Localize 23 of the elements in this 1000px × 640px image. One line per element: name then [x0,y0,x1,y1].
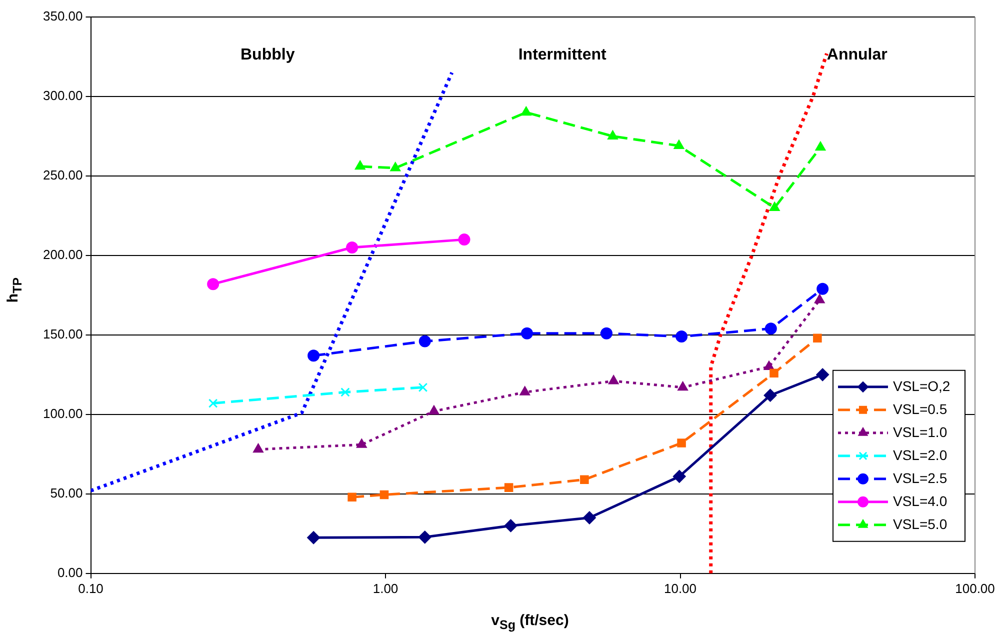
y-tick-label: 150.00 [42,326,83,342]
legend-label: VSL=0.5 [893,400,948,417]
y-tick-label: 0.00 [57,564,83,580]
y-tick-label: 350.00 [42,8,83,24]
annotation: Annular [826,46,888,64]
x-tick-label: 0.10 [78,580,104,596]
legend-label: VSL=2.5 [893,470,948,486]
y-tick-label: 200.00 [42,247,83,262]
legend-label: VSL=2.0 [893,446,948,463]
x-tick-label: 100.00 [955,580,995,596]
y-tick-label: 300.00 [42,88,83,104]
legend-label: VSL=4.0 [893,492,948,509]
x-axis-title: v$_{Sg}$ (ft/sec) [490,612,570,632]
y-tick-label: 250.00 [42,168,83,183]
legend-label: VSL=1.0 [893,424,948,440]
x-tick-label: 10.00 [664,580,697,596]
legend-label: VSL=5.0 [893,516,948,532]
annotation: Intermittent [518,46,608,64]
y-tick-label: 50.00 [50,485,83,500]
y-tick-label: 100.00 [42,406,83,422]
annotation: Bubbly [240,46,295,64]
legend-label: VSL=O,2 [893,378,950,394]
x-tick-label: 1.00 [372,580,398,596]
